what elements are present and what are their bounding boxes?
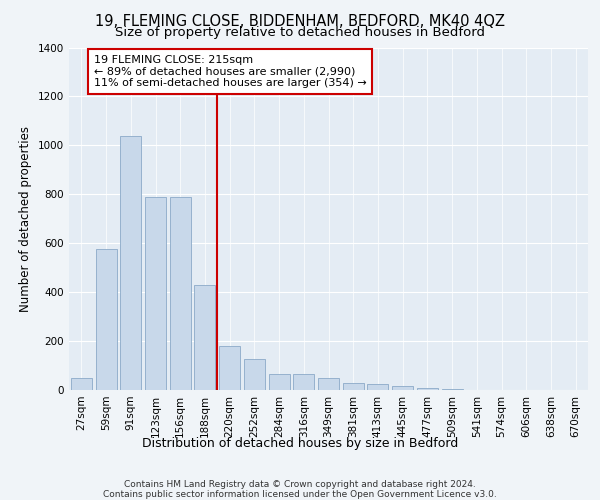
Bar bbox=[120, 136, 141, 390]
Bar bbox=[244, 360, 265, 390]
Bar bbox=[343, 384, 364, 390]
Bar bbox=[417, 388, 438, 390]
Bar bbox=[71, 378, 92, 390]
Text: Distribution of detached houses by size in Bedford: Distribution of detached houses by size … bbox=[142, 438, 458, 450]
Bar bbox=[170, 196, 191, 390]
Text: Size of property relative to detached houses in Bedford: Size of property relative to detached ho… bbox=[115, 26, 485, 39]
Bar bbox=[95, 250, 116, 390]
Bar bbox=[219, 346, 240, 390]
Bar bbox=[367, 384, 388, 390]
Y-axis label: Number of detached properties: Number of detached properties bbox=[19, 126, 32, 312]
Text: 19 FLEMING CLOSE: 215sqm
← 89% of detached houses are smaller (2,990)
11% of sem: 19 FLEMING CLOSE: 215sqm ← 89% of detach… bbox=[94, 55, 367, 88]
Bar bbox=[145, 196, 166, 390]
Bar bbox=[318, 378, 339, 390]
Bar bbox=[392, 386, 413, 390]
Text: 19, FLEMING CLOSE, BIDDENHAM, BEDFORD, MK40 4QZ: 19, FLEMING CLOSE, BIDDENHAM, BEDFORD, M… bbox=[95, 14, 505, 29]
Bar bbox=[269, 374, 290, 390]
Text: Contains HM Land Registry data © Crown copyright and database right 2024.
Contai: Contains HM Land Registry data © Crown c… bbox=[103, 480, 497, 500]
Bar bbox=[293, 374, 314, 390]
Bar bbox=[194, 285, 215, 390]
